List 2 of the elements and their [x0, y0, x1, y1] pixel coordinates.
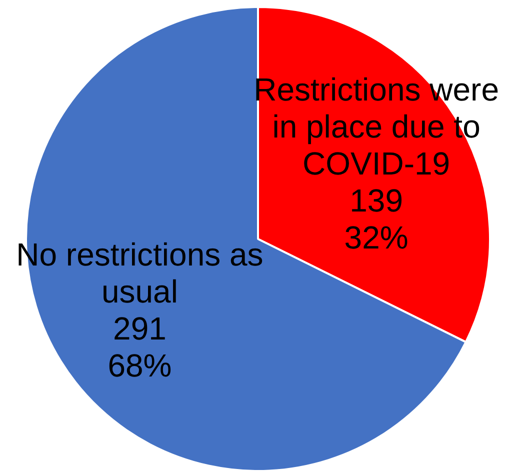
data-label: 139 32%	[344, 182, 408, 256]
data-label: 291 68%	[108, 310, 172, 384]
